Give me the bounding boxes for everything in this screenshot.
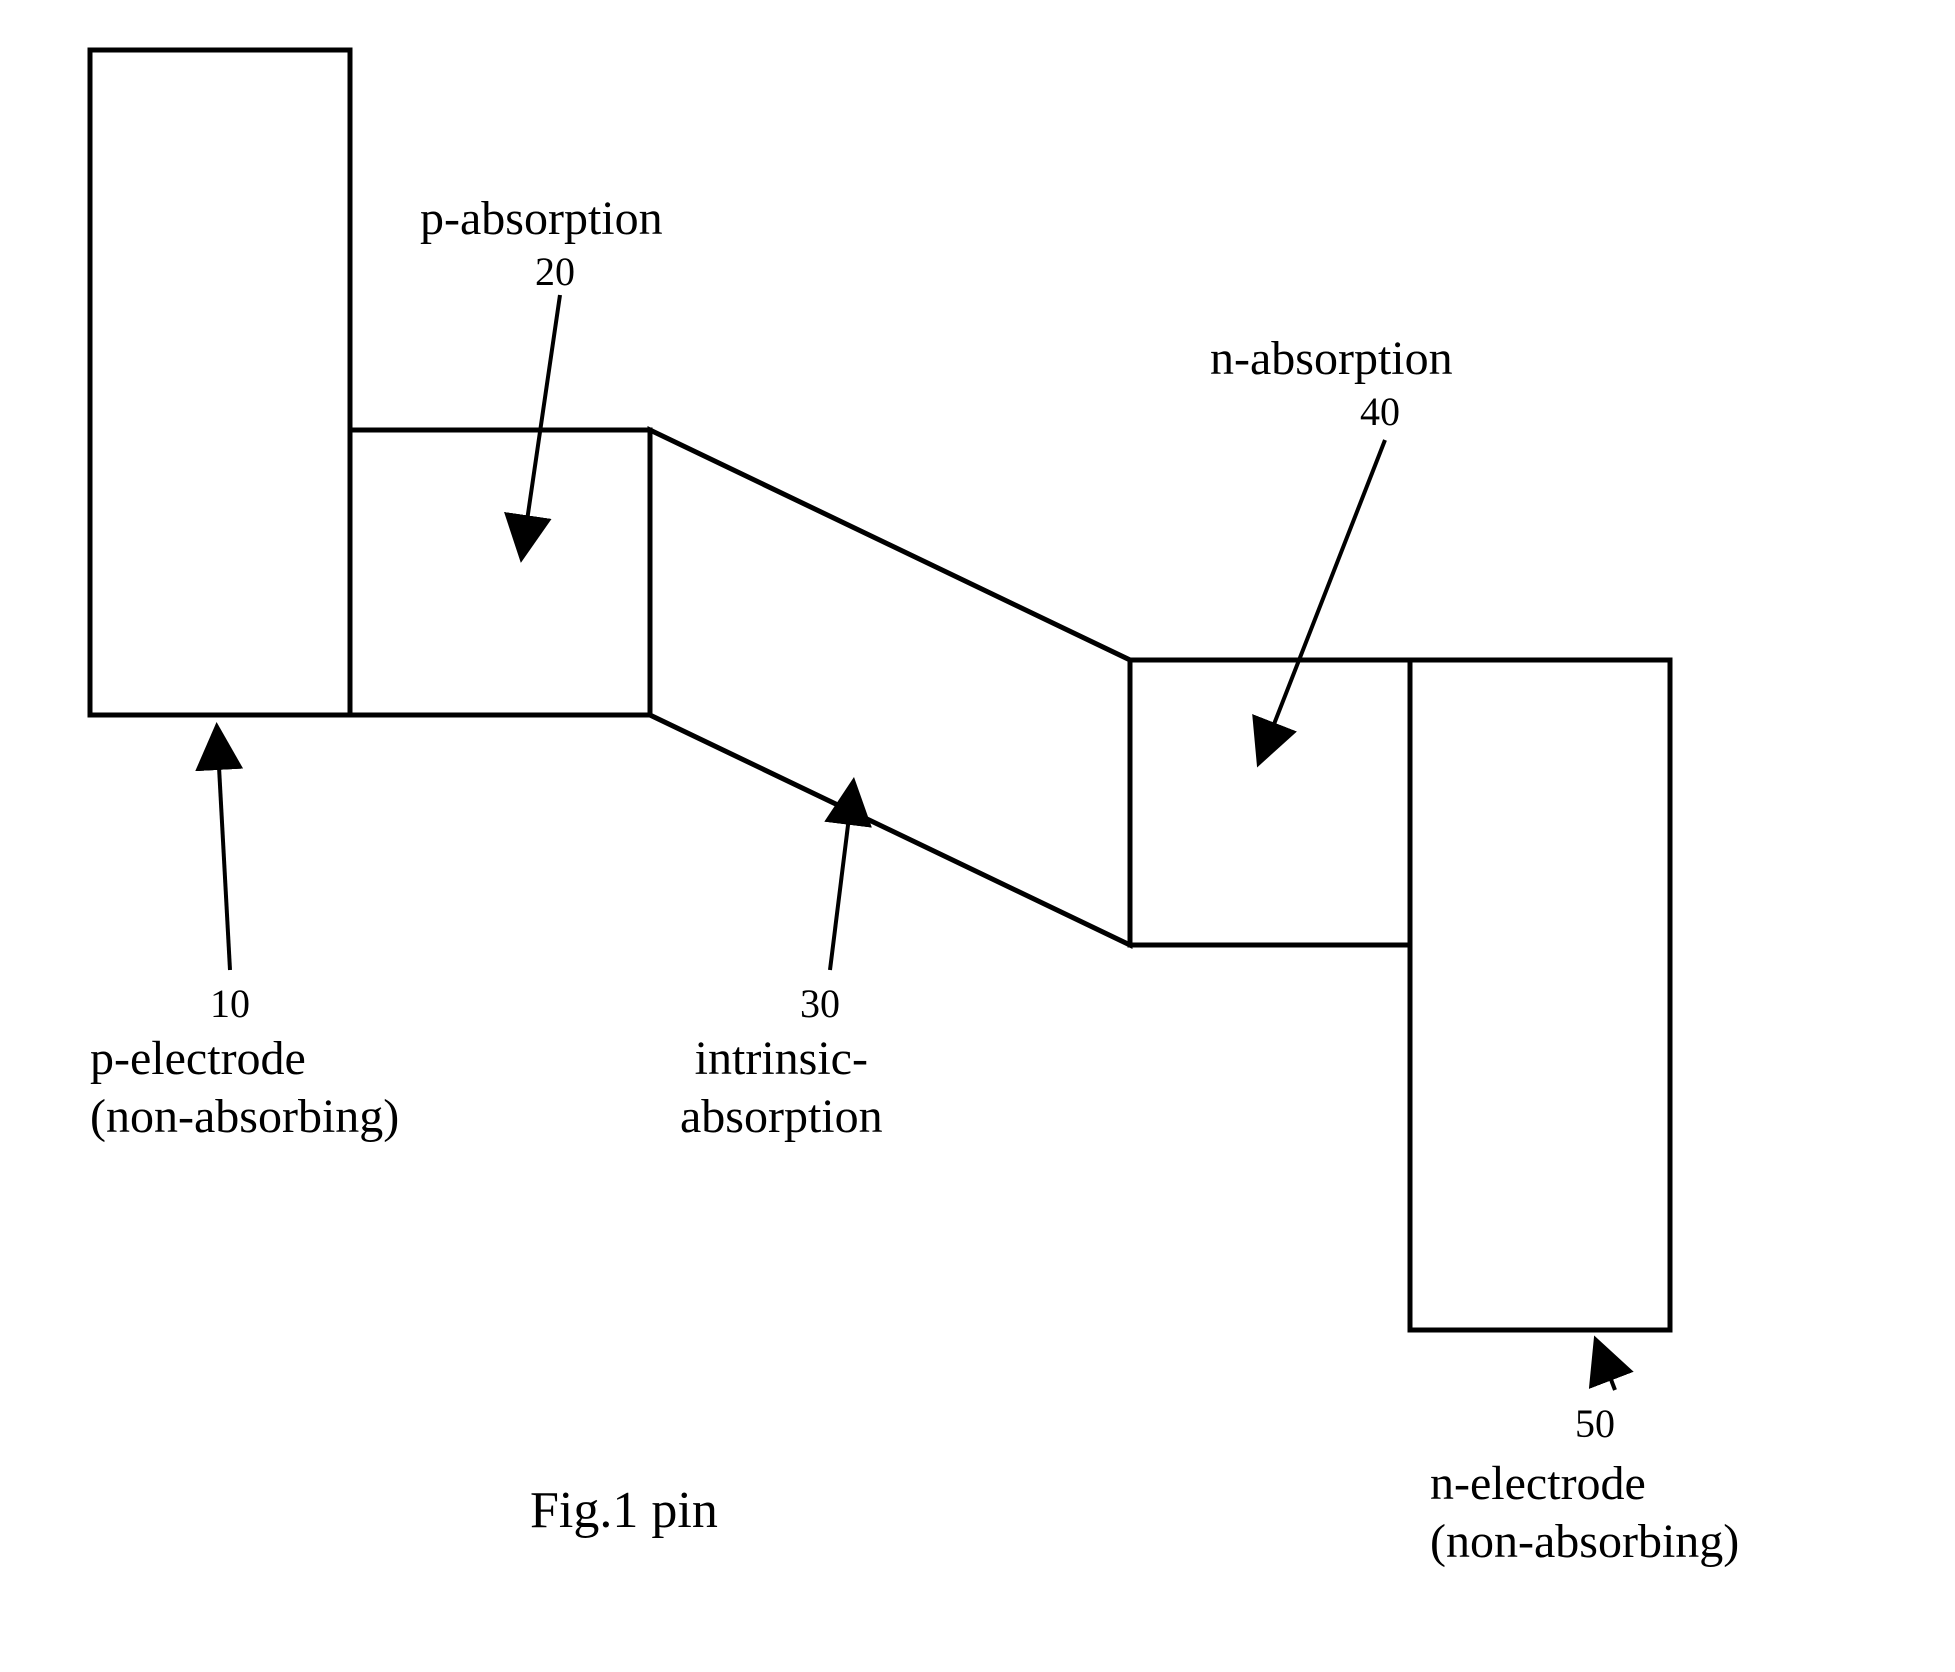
p-absorption-ref: 20 <box>535 248 575 295</box>
n-absorption-region <box>1130 660 1410 945</box>
arrow-n-absorption <box>1260 440 1385 760</box>
p-electrode-ref: 10 <box>210 980 250 1027</box>
n-electrode-ref: 50 <box>1575 1400 1615 1447</box>
n-electrode-region <box>1410 660 1670 1330</box>
p-electrode-text-2: (non-absorbing) <box>90 1090 399 1143</box>
pin-diagram: p-absorption 20 n-absorption 40 10 p-ele… <box>0 0 1955 1672</box>
intrinsic-text-1: intrinsic- <box>695 1032 868 1085</box>
diagram-svg <box>0 0 1955 1672</box>
intrinsic-text-2: absorption <box>680 1090 883 1143</box>
p-absorption-region <box>350 430 650 715</box>
intrinsic-absorption-region <box>650 430 1130 945</box>
intrinsic-label: intrinsic- absorption <box>680 1030 883 1145</box>
p-electrode-region <box>90 50 350 715</box>
n-electrode-text-1: n-electrode <box>1430 1457 1646 1510</box>
n-electrode-text-2: (non-absorbing) <box>1430 1515 1739 1568</box>
p-electrode-text-1: p-electrode <box>90 1032 306 1085</box>
arrow-intrinsic <box>830 785 853 970</box>
p-electrode-label-1: p-electrode (non-absorbing) <box>90 1030 399 1145</box>
n-electrode-label: n-electrode (non-absorbing) <box>1430 1455 1739 1570</box>
arrow-p-absorption <box>522 295 560 555</box>
intrinsic-ref: 30 <box>800 980 840 1027</box>
figure-title: Fig.1 pin <box>530 1480 718 1542</box>
n-absorption-label: n-absorption <box>1210 330 1453 388</box>
p-absorption-label: p-absorption <box>420 190 663 248</box>
arrow-p-electrode <box>217 730 230 970</box>
arrow-n-electrode <box>1597 1343 1615 1390</box>
n-absorption-ref: 40 <box>1360 388 1400 435</box>
